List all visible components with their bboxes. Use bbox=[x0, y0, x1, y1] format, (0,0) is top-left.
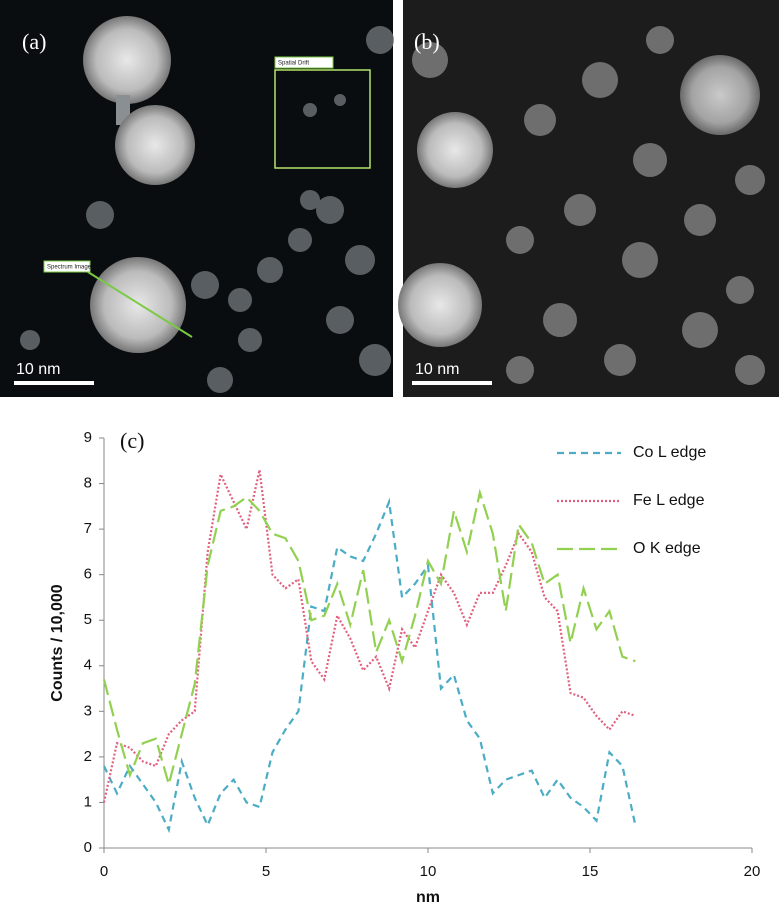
y-tick-label: 2 bbox=[84, 748, 92, 765]
scale-label: 10 nm bbox=[415, 361, 459, 378]
series-line bbox=[104, 470, 635, 803]
y-tick-label: 1 bbox=[84, 793, 92, 810]
line-label: Spectrum Image bbox=[47, 265, 92, 271]
series-line bbox=[104, 493, 635, 785]
scale-bar bbox=[14, 381, 94, 385]
x-tick-label: 15 bbox=[582, 863, 599, 880]
particle bbox=[680, 55, 760, 135]
particle bbox=[90, 257, 186, 353]
x-tick-label: 0 bbox=[100, 863, 108, 880]
legend-label: Co L edge bbox=[633, 444, 706, 461]
box-label: Spatial Drift bbox=[278, 61, 309, 67]
scale-label: 10 nm bbox=[16, 361, 60, 378]
scale-bar bbox=[412, 381, 492, 385]
particle bbox=[398, 263, 482, 347]
particle bbox=[115, 105, 195, 185]
panel-a: Spatial Drift Spectrum Image (a) 10 nm bbox=[0, 0, 394, 397]
panel-b: (b) 10 nm bbox=[398, 0, 779, 397]
y-tick-label: 4 bbox=[84, 657, 92, 674]
figure: Spatial Drift Spectrum Image (a) 10 nm (… bbox=[0, 0, 779, 912]
y-axis-title: Counts / 10,000 bbox=[49, 584, 66, 701]
x-tick-label: 5 bbox=[262, 863, 270, 880]
y-tick-label: 7 bbox=[84, 520, 92, 537]
particle bbox=[83, 16, 171, 104]
y-tick-label: 8 bbox=[84, 475, 92, 492]
series-line bbox=[104, 502, 635, 830]
legend-label: Fe L edge bbox=[633, 492, 705, 509]
y-tick-label: 5 bbox=[84, 611, 92, 628]
y-tick-label: 9 bbox=[84, 429, 92, 446]
panel-label: (c) bbox=[120, 428, 144, 453]
chart: (c) nm Counts / 10,000 0 1 2 3 4 5 6 7 8 9 0 5 10 15 2… bbox=[49, 428, 760, 906]
particle bbox=[417, 112, 493, 188]
y-tick-label: 6 bbox=[84, 566, 92, 583]
legend-label: O K edge bbox=[633, 540, 701, 557]
x-tick-label: 20 bbox=[744, 863, 761, 880]
panel-label: (b) bbox=[414, 29, 440, 54]
x-tick-label: 10 bbox=[420, 863, 437, 880]
x-axis-title: nm bbox=[416, 889, 440, 906]
panel-label: (a) bbox=[22, 29, 46, 54]
y-tick-label: 0 bbox=[84, 839, 92, 856]
y-tick-label: 3 bbox=[84, 702, 92, 719]
